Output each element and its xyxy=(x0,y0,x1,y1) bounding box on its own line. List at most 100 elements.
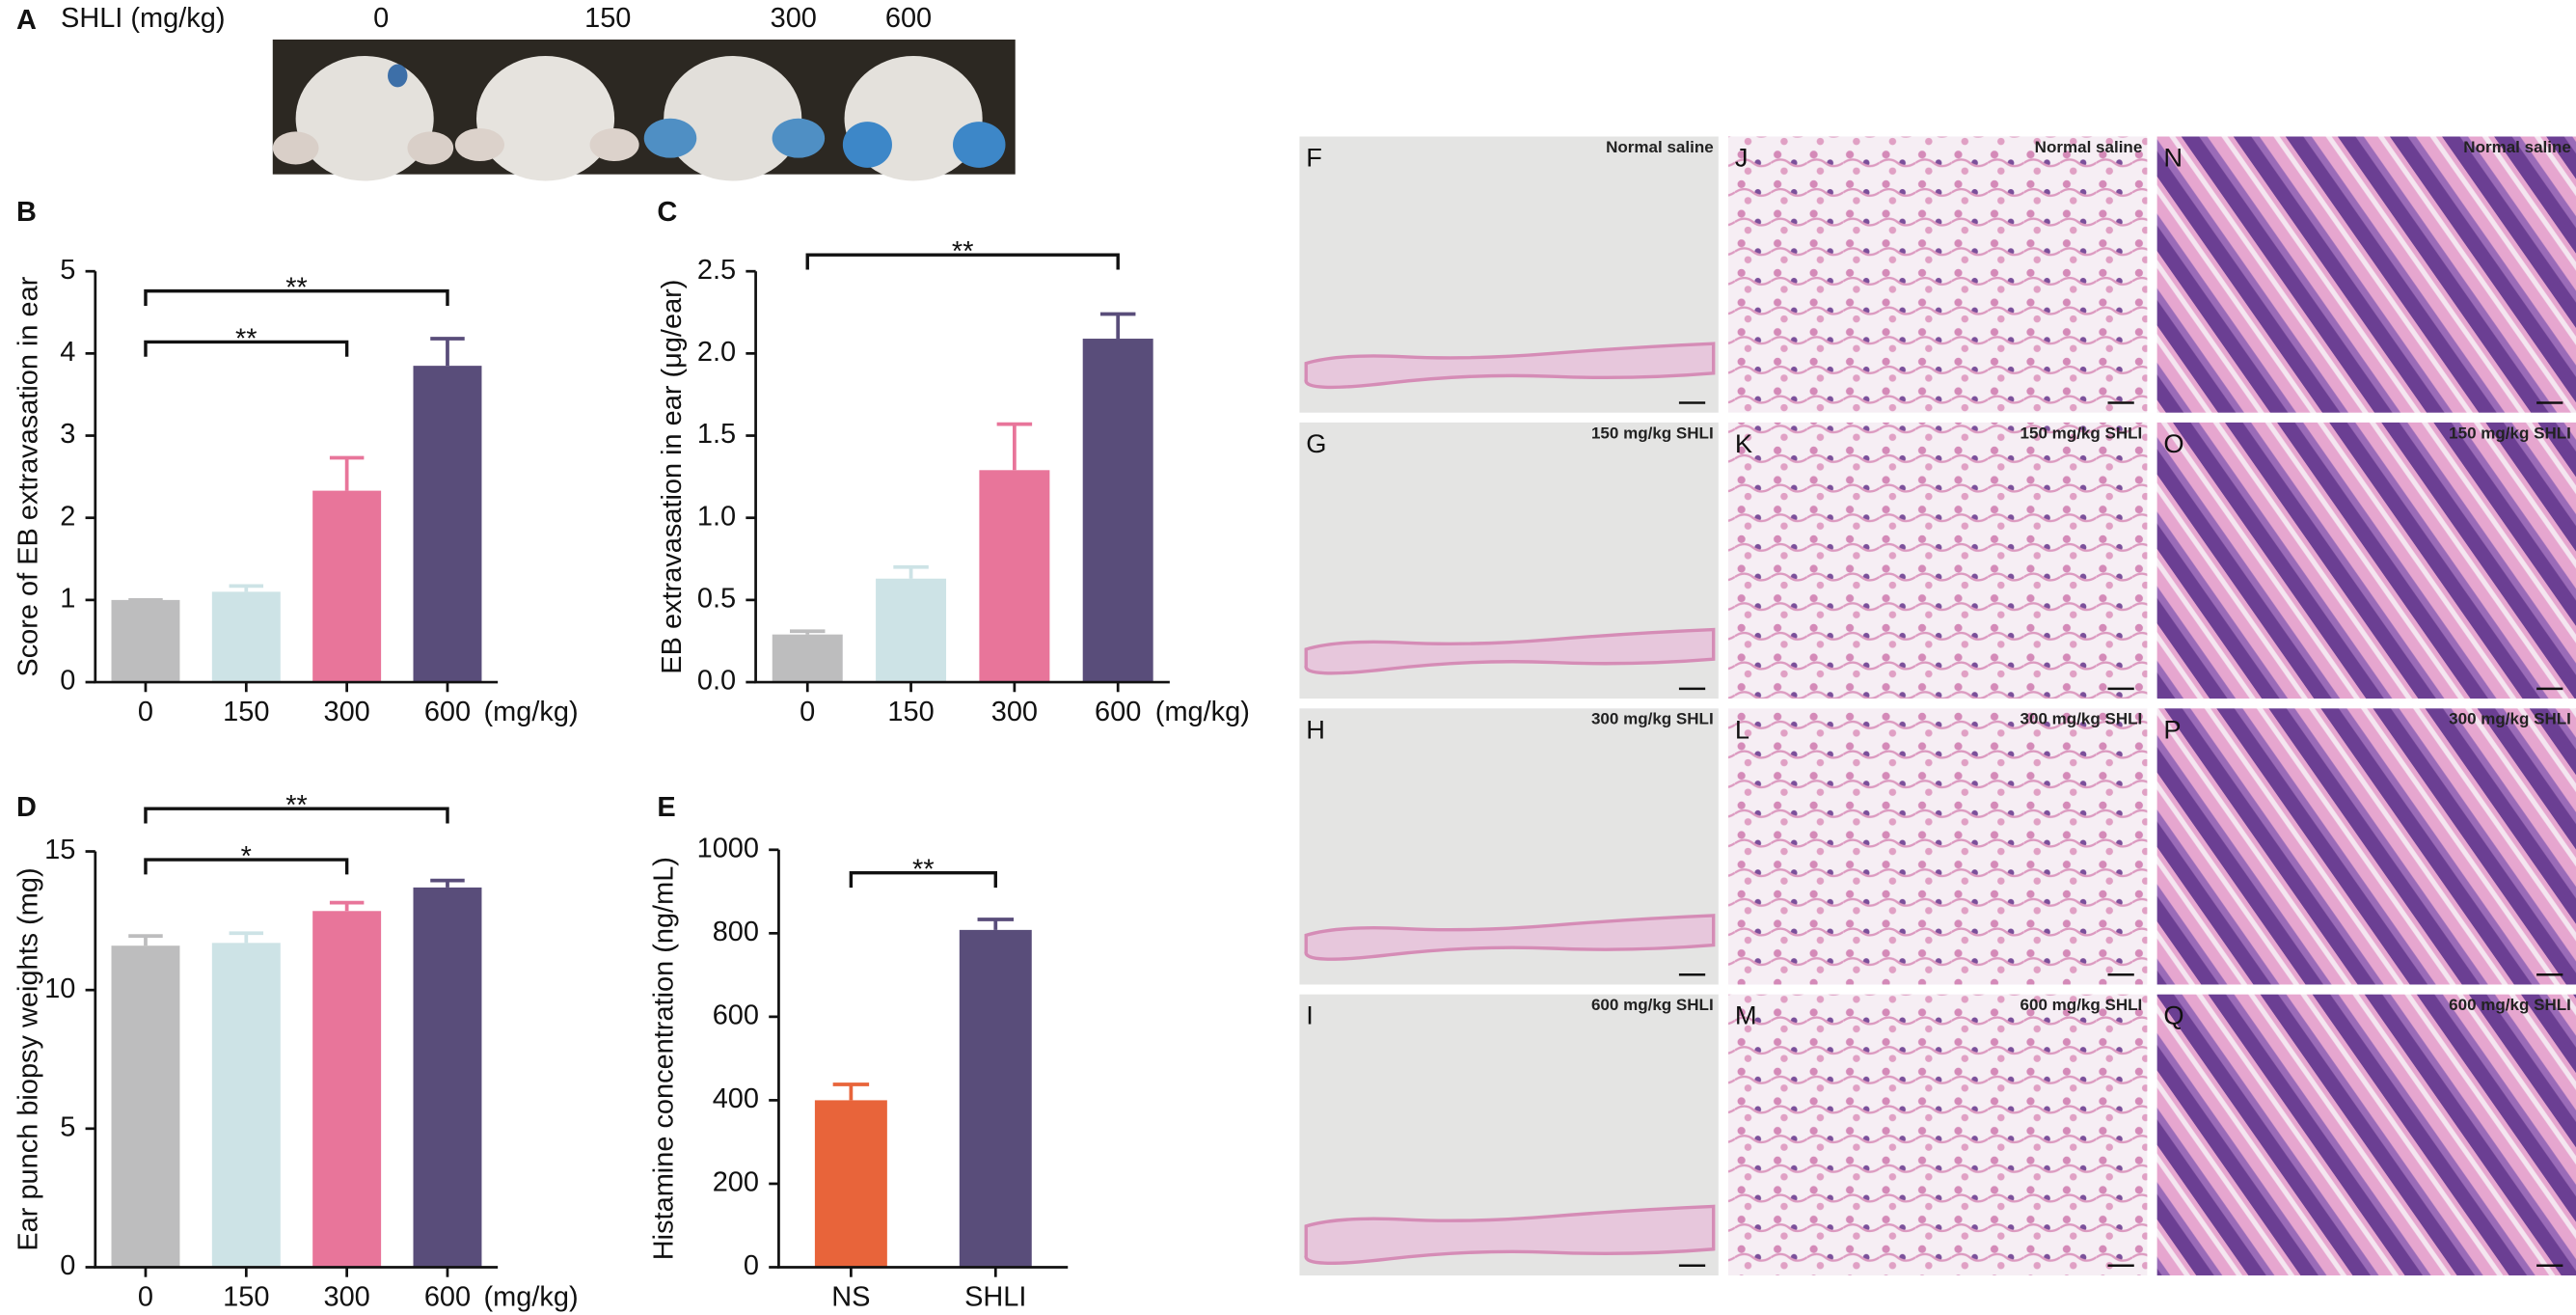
y-tick-label: 3 xyxy=(60,419,75,450)
bar xyxy=(979,470,1050,683)
error-bar xyxy=(893,564,929,579)
error-bar xyxy=(977,918,1015,930)
panel-letter: P xyxy=(2163,714,2181,744)
x-tick-label: SHLI xyxy=(964,1281,1026,1312)
panel-letter: H xyxy=(1306,714,1325,744)
panel-caption: 600 mg/kg SHLI xyxy=(2020,996,2143,1014)
panel-letter: L xyxy=(1735,714,1749,744)
error-bar xyxy=(430,878,465,888)
y-tick-label: 0 xyxy=(744,1250,759,1281)
significance-label: ** xyxy=(952,236,974,267)
panel-caption: 150 mg/kg SHLI xyxy=(2449,424,2571,442)
x-tick-label: 300 xyxy=(991,697,1038,727)
panel-caption: Normal saline xyxy=(2463,138,2571,156)
axes xyxy=(777,849,1069,1269)
panel-caption: 150 mg/kg SHLI xyxy=(1591,424,1714,442)
y-tick-label: 1 xyxy=(60,584,75,615)
y-tick-label: 15 xyxy=(44,835,75,865)
x-unit-label: (mg/kg) xyxy=(484,1281,579,1312)
panel-caption: Normal saline xyxy=(2035,138,2143,156)
dose-label: 600 xyxy=(885,3,932,34)
dose-label: 0 xyxy=(373,3,389,34)
bar xyxy=(413,887,482,1268)
panel-letter: O xyxy=(2163,428,2183,458)
panel-letter: M xyxy=(1735,1000,1757,1030)
x-tick-label: 600 xyxy=(424,1281,471,1312)
bar xyxy=(814,1100,887,1268)
bar xyxy=(876,578,947,683)
mouse-photo xyxy=(272,40,1016,181)
histology-image xyxy=(1728,994,2148,1275)
significance-label: ** xyxy=(285,790,308,821)
y-tick-label: 5 xyxy=(60,1111,75,1142)
error-bar xyxy=(832,1082,870,1101)
bar xyxy=(211,591,281,683)
error-bar xyxy=(996,422,1033,471)
x-tick-label: 300 xyxy=(323,1281,369,1312)
panel-letter: K xyxy=(1735,428,1752,458)
tissue-strip xyxy=(1304,627,1716,675)
significance-label: ** xyxy=(912,855,935,886)
y-tick-label: 800 xyxy=(713,917,759,947)
x-tick-label: 0 xyxy=(800,697,815,727)
axes xyxy=(94,851,499,1269)
panel-caption: 150 mg/kg SHLI xyxy=(2020,424,2143,442)
panel-letter: A xyxy=(16,5,37,36)
error-bar xyxy=(329,900,365,912)
bar xyxy=(111,945,180,1268)
bar xyxy=(413,366,482,683)
y-tick-label: 0 xyxy=(60,666,75,697)
dose-label: 300 xyxy=(771,3,817,34)
y-tick-label: 2 xyxy=(60,501,75,532)
y-tick-label: 1.0 xyxy=(697,501,736,532)
panel-letter: J xyxy=(1735,143,1749,173)
y-tick-label: 200 xyxy=(713,1167,759,1198)
histology-image xyxy=(2156,994,2576,1275)
bar xyxy=(312,490,382,683)
panel-caption: 300 mg/kg SHLI xyxy=(2449,710,2571,728)
y-tick-label: 4 xyxy=(60,337,75,368)
panel-caption: 600 mg/kg SHLI xyxy=(2449,996,2571,1014)
bar xyxy=(211,943,281,1268)
x-tick-label: 150 xyxy=(223,1281,269,1312)
bar xyxy=(111,599,180,683)
x-tick-label: 600 xyxy=(1095,697,1141,727)
y-tick-label: 0.5 xyxy=(697,584,736,615)
error-bar xyxy=(1099,312,1136,340)
panel-letter: Q xyxy=(2163,1000,2183,1030)
y-tick-label: 5 xyxy=(60,255,75,286)
bar xyxy=(959,929,1032,1268)
panel-letter: D xyxy=(16,792,37,823)
axes xyxy=(754,271,1170,684)
dose-label: 150 xyxy=(584,3,631,34)
panel-letter: E xyxy=(657,792,675,823)
x-tick-label: 0 xyxy=(138,697,153,727)
histology-image xyxy=(2156,136,2576,413)
significance-label: ** xyxy=(285,273,308,304)
panel-letter: F xyxy=(1306,143,1322,173)
y-tick-label: 2.0 xyxy=(697,337,736,368)
y-tick-label: 0.0 xyxy=(697,666,736,697)
panel-caption: Normal saline xyxy=(1606,138,1714,156)
histology-image xyxy=(2156,708,2576,985)
error-bar xyxy=(229,584,264,592)
y-tick-label: 600 xyxy=(713,1000,759,1031)
y-tick-label: 1000 xyxy=(697,833,759,863)
error-bar xyxy=(789,629,826,635)
panel-caption: 300 mg/kg SHLI xyxy=(1591,710,1714,728)
tissue-strip xyxy=(1304,914,1716,961)
x-unit-label: (mg/kg) xyxy=(1155,697,1250,727)
error-bar xyxy=(430,337,465,367)
histology-image xyxy=(1728,708,2148,985)
error-bar xyxy=(229,931,264,944)
panel-letter: B xyxy=(16,197,37,228)
significance-label: * xyxy=(241,841,252,872)
error-bar xyxy=(128,934,163,946)
x-unit-label: (mg/kg) xyxy=(484,697,579,727)
error-bar xyxy=(329,455,365,491)
panel-letter: G xyxy=(1306,428,1326,458)
dose-header: SHLI (mg/kg) xyxy=(61,3,225,34)
y-axis-label: Histamine concentration (ng/mL) xyxy=(649,857,680,1260)
